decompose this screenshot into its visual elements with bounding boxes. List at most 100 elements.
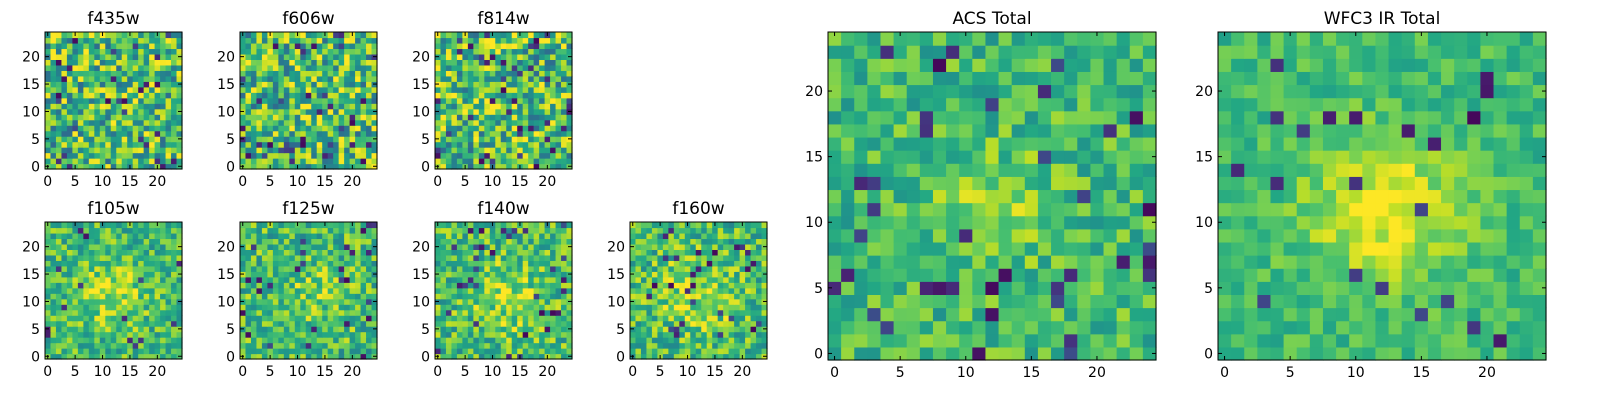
heatmap-cell xyxy=(55,125,63,132)
heatmap-cell xyxy=(165,238,172,245)
heatmap-cell xyxy=(717,304,724,311)
heatmap-cell xyxy=(160,227,167,234)
heatmap-cell xyxy=(473,222,480,229)
heatmap-cell xyxy=(72,315,79,322)
y-tick-label: 10 xyxy=(412,104,430,120)
heatmap-cell xyxy=(651,243,658,250)
heatmap-cell xyxy=(651,298,658,305)
heatmap-cell xyxy=(728,298,735,305)
heatmap-cell xyxy=(138,81,145,88)
heatmap-cell xyxy=(841,281,855,295)
heatmap-cell xyxy=(1103,294,1118,309)
heatmap-cell xyxy=(256,32,263,39)
heatmap-cell xyxy=(484,249,491,256)
heatmap-cell xyxy=(245,48,252,55)
heatmap-cell xyxy=(171,42,178,50)
heatmap-cell xyxy=(267,70,274,77)
heatmap-cell xyxy=(668,243,675,250)
heatmap-cell xyxy=(728,293,735,300)
heatmap-cell xyxy=(561,75,568,82)
heatmap-cell xyxy=(160,136,167,143)
heatmap-cell xyxy=(143,163,150,170)
panel-title: f606w xyxy=(282,9,334,29)
heatmap-cell xyxy=(83,342,90,349)
heatmap-cell xyxy=(267,147,274,154)
heatmap-cell xyxy=(61,304,68,311)
heatmap-cell xyxy=(256,59,263,66)
heatmap-cell xyxy=(256,238,263,245)
heatmap-cell xyxy=(240,287,247,294)
heatmap-cell xyxy=(165,254,172,261)
heatmap-cell xyxy=(88,260,95,267)
heatmap-cell xyxy=(651,254,658,261)
heatmap-cell xyxy=(160,337,167,344)
heatmap-cell xyxy=(143,227,150,234)
heatmap-cell xyxy=(121,130,128,137)
heatmap-cell xyxy=(451,227,458,234)
heatmap-cell xyxy=(149,337,156,344)
heatmap-cell xyxy=(522,141,529,148)
heatmap-cell xyxy=(61,287,68,294)
heatmap-cell xyxy=(555,326,562,333)
heatmap-cell xyxy=(684,282,691,289)
heatmap-cell xyxy=(1024,228,1039,243)
heatmap-cell xyxy=(61,282,68,289)
heatmap-cell xyxy=(176,48,183,55)
heatmap-cell xyxy=(550,337,557,344)
heatmap-cell xyxy=(739,348,746,355)
heatmap-cell xyxy=(132,260,139,267)
heatmap-cell xyxy=(500,152,507,159)
heatmap-cell xyxy=(99,119,106,126)
heatmap-cell xyxy=(154,75,161,82)
heatmap-cell xyxy=(517,130,524,137)
heatmap-cell xyxy=(673,282,680,289)
heatmap-cell xyxy=(561,331,568,338)
heatmap-cell xyxy=(511,53,518,60)
heatmap-cell xyxy=(635,254,642,261)
heatmap-cell xyxy=(165,125,172,132)
heatmap-cell xyxy=(300,320,307,327)
heatmap-cell xyxy=(333,32,340,39)
heatmap-cell xyxy=(539,42,546,50)
heatmap-cell xyxy=(484,222,491,229)
heatmap-cell xyxy=(445,81,453,88)
heatmap-cell xyxy=(456,48,463,55)
heatmap-cell xyxy=(456,108,463,115)
heatmap-cell xyxy=(165,260,172,267)
heatmap-cell xyxy=(300,130,307,137)
heatmap-cell xyxy=(440,222,447,229)
heatmap-cell xyxy=(149,249,156,256)
heatmap-cell xyxy=(828,307,842,322)
heatmap-cell xyxy=(651,249,658,256)
heatmap-cell xyxy=(267,326,274,333)
heatmap-cell xyxy=(756,342,763,349)
heatmap-cell xyxy=(756,287,763,294)
heatmap-cell xyxy=(495,315,502,322)
heatmap-cell xyxy=(149,260,156,267)
heatmap-cell xyxy=(701,293,708,300)
heatmap-cell xyxy=(250,147,258,154)
heatmap-cell xyxy=(149,232,156,240)
heatmap-cell xyxy=(750,315,757,322)
heatmap-cell xyxy=(176,158,183,165)
heatmap-cell xyxy=(462,331,469,338)
heatmap-cell xyxy=(959,163,973,177)
heatmap-cell xyxy=(451,70,458,77)
heatmap-cell xyxy=(522,238,529,245)
heatmap-cell xyxy=(745,222,752,229)
heatmap-cell xyxy=(256,130,263,137)
heatmap-cell xyxy=(267,342,274,349)
heatmap-cell xyxy=(462,265,469,272)
heatmap-cell xyxy=(176,254,183,261)
heatmap-cell xyxy=(349,342,356,349)
heatmap-cell xyxy=(333,136,340,143)
heatmap-cell xyxy=(739,287,746,294)
heatmap-cell xyxy=(1011,189,1026,204)
heatmap-cell xyxy=(289,265,296,272)
heatmap-cell xyxy=(349,59,356,66)
heatmap-cell xyxy=(267,125,274,132)
heatmap-cell xyxy=(657,232,664,240)
heatmap-cell xyxy=(723,331,730,338)
heatmap-cell xyxy=(83,114,90,121)
